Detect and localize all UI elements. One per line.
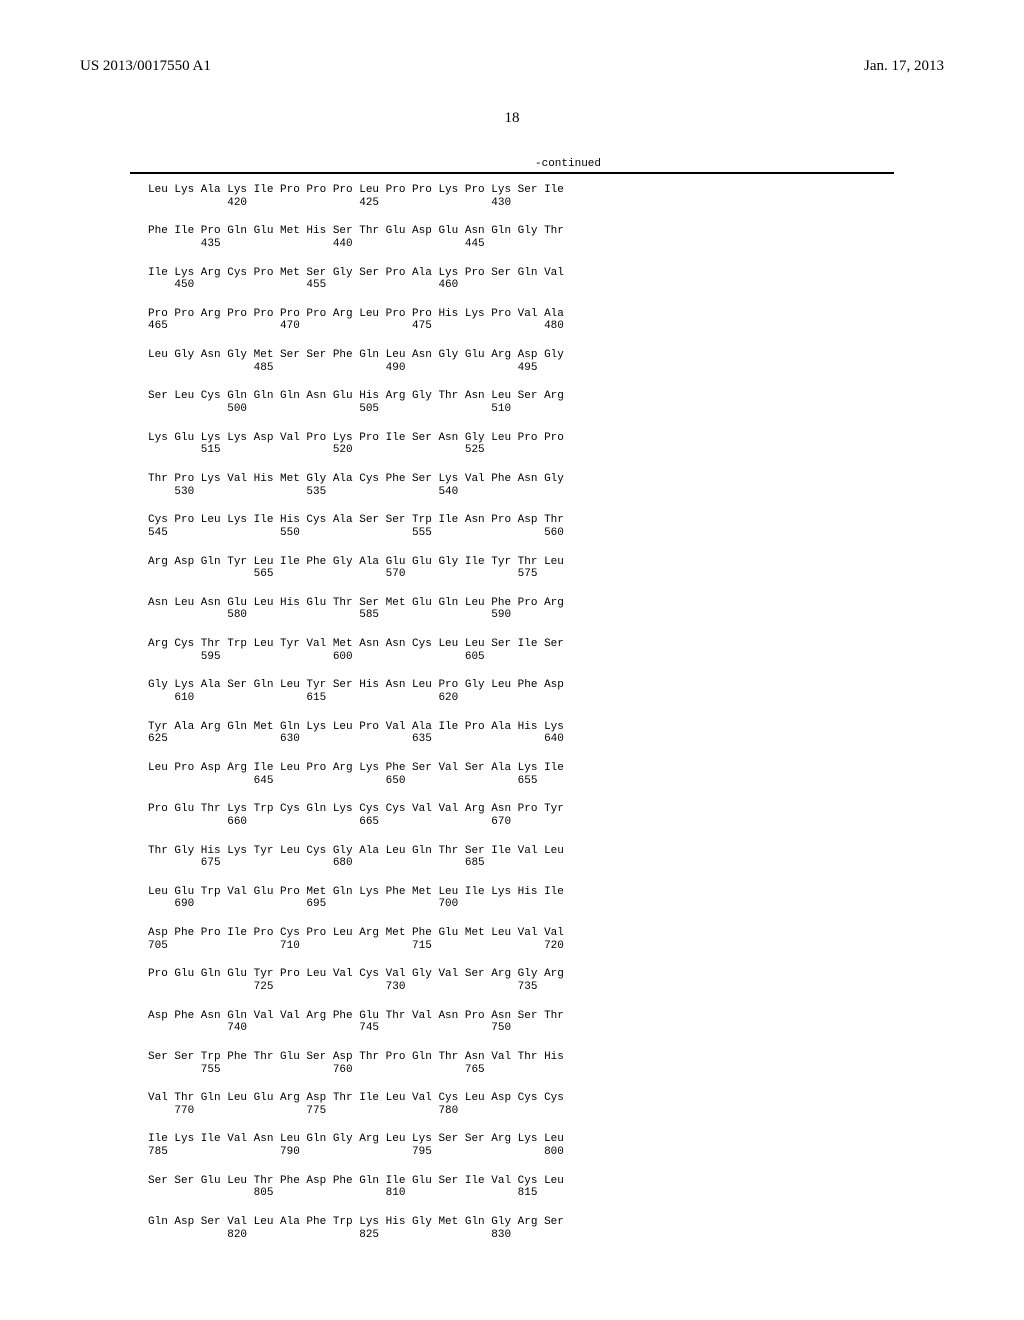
amino-acid-line: Ser Leu Cys Gln Gln Gln Asn Glu His Arg … (148, 390, 564, 403)
position-number-line: 675 680 685 (148, 857, 564, 870)
amino-acid-line: Asp Phe Asn Gln Val Val Arg Phe Glu Thr … (148, 1010, 564, 1023)
amino-acid-line: Asp Phe Pro Ile Pro Cys Pro Leu Arg Met … (148, 927, 564, 940)
amino-acid-line: Ile Lys Ile Val Asn Leu Gln Gly Arg Leu … (148, 1133, 564, 1146)
position-number-line: 725 730 735 (148, 981, 564, 994)
position-number-line: 625 630 635 640 (148, 733, 564, 746)
publication-date: Jan. 17, 2013 (864, 58, 944, 75)
amino-acid-line: Gln Asp Ser Val Leu Ala Phe Trp Lys His … (148, 1216, 564, 1229)
sequence-block: Asp Phe Pro Ile Pro Cys Pro Leu Arg Met … (148, 927, 564, 952)
sequence-block: Ser Ser Trp Phe Thr Glu Ser Asp Thr Pro … (148, 1051, 564, 1076)
sequence-block: Tyr Ala Arg Gln Met Gln Lys Leu Pro Val … (148, 721, 564, 746)
position-number-line: 500 505 510 (148, 403, 564, 416)
amino-acid-line: Pro Glu Thr Lys Trp Cys Gln Lys Cys Cys … (148, 803, 564, 816)
page-header: US 2013/0017550 A1 Jan. 17, 2013 (0, 58, 1024, 75)
position-number-line: 450 455 460 (148, 279, 564, 292)
amino-acid-line: Leu Pro Asp Arg Ile Leu Pro Arg Lys Phe … (148, 762, 564, 775)
sequence-block: Ile Lys Arg Cys Pro Met Ser Gly Ser Pro … (148, 267, 564, 292)
position-number-line: 565 570 575 (148, 568, 564, 581)
horizontal-rule (130, 172, 894, 174)
amino-acid-line: Ile Lys Arg Cys Pro Met Ser Gly Ser Pro … (148, 267, 564, 280)
amino-acid-line: Cys Pro Leu Lys Ile His Cys Ala Ser Ser … (148, 514, 564, 527)
position-number-line: 465 470 475 480 (148, 320, 564, 333)
sequence-block: Leu Glu Trp Val Glu Pro Met Gln Lys Phe … (148, 886, 564, 911)
amino-acid-line: Val Thr Gln Leu Glu Arg Asp Thr Ile Leu … (148, 1092, 564, 1105)
position-number-line: 820 825 830 (148, 1229, 564, 1242)
continued-label: -continued (535, 158, 601, 170)
amino-acid-line: Ser Ser Glu Leu Thr Phe Asp Phe Gln Ile … (148, 1175, 564, 1188)
position-number-line: 660 665 670 (148, 816, 564, 829)
amino-acid-line: Ser Ser Trp Phe Thr Glu Ser Asp Thr Pro … (148, 1051, 564, 1064)
amino-acid-line: Pro Glu Gln Glu Tyr Pro Leu Val Cys Val … (148, 968, 564, 981)
position-number-line: 705 710 715 720 (148, 940, 564, 953)
position-number-line: 740 745 750 (148, 1022, 564, 1035)
sequence-block: Phe Ile Pro Gln Glu Met His Ser Thr Glu … (148, 225, 564, 250)
position-number-line: 580 585 590 (148, 609, 564, 622)
position-number-line: 690 695 700 (148, 898, 564, 911)
position-number-line: 770 775 780 (148, 1105, 564, 1118)
amino-acid-line: Tyr Ala Arg Gln Met Gln Lys Leu Pro Val … (148, 721, 564, 734)
position-number-line: 645 650 655 (148, 775, 564, 788)
position-number-line: 515 520 525 (148, 444, 564, 457)
position-number-line: 545 550 555 560 (148, 527, 564, 540)
amino-acid-line: Asn Leu Asn Glu Leu His Glu Thr Ser Met … (148, 597, 564, 610)
sequence-block: Ser Ser Glu Leu Thr Phe Asp Phe Gln Ile … (148, 1175, 564, 1200)
amino-acid-line: Gly Lys Ala Ser Gln Leu Tyr Ser His Asn … (148, 679, 564, 692)
amino-acid-line: Leu Glu Trp Val Glu Pro Met Gln Lys Phe … (148, 886, 564, 899)
position-number-line: 785 790 795 800 (148, 1146, 564, 1159)
sequence-block: Cys Pro Leu Lys Ile His Cys Ala Ser Ser … (148, 514, 564, 539)
position-number-line: 420 425 430 (148, 197, 564, 210)
sequence-block: Pro Glu Thr Lys Trp Cys Gln Lys Cys Cys … (148, 803, 564, 828)
sequence-listing: Leu Lys Ala Lys Ile Pro Pro Pro Leu Pro … (148, 184, 564, 1257)
sequence-block: Pro Pro Arg Pro Pro Pro Pro Arg Leu Pro … (148, 308, 564, 333)
sequence-block: Leu Pro Asp Arg Ile Leu Pro Arg Lys Phe … (148, 762, 564, 787)
position-number-line: 530 535 540 (148, 486, 564, 499)
amino-acid-line: Leu Gly Asn Gly Met Ser Ser Phe Gln Leu … (148, 349, 564, 362)
sequence-block: Ser Leu Cys Gln Gln Gln Asn Glu His Arg … (148, 390, 564, 415)
sequence-block: Pro Glu Gln Glu Tyr Pro Leu Val Cys Val … (148, 968, 564, 993)
sequence-block: Gly Lys Ala Ser Gln Leu Tyr Ser His Asn … (148, 679, 564, 704)
sequence-block: Thr Gly His Lys Tyr Leu Cys Gly Ala Leu … (148, 845, 564, 870)
sequence-block: Thr Pro Lys Val His Met Gly Ala Cys Phe … (148, 473, 564, 498)
sequence-block: Lys Glu Lys Lys Asp Val Pro Lys Pro Ile … (148, 432, 564, 457)
sequence-block: Leu Gly Asn Gly Met Ser Ser Phe Gln Leu … (148, 349, 564, 374)
sequence-block: Gln Asp Ser Val Leu Ala Phe Trp Lys His … (148, 1216, 564, 1241)
publication-number: US 2013/0017550 A1 (80, 58, 211, 75)
position-number-line: 435 440 445 (148, 238, 564, 251)
amino-acid-line: Leu Lys Ala Lys Ile Pro Pro Pro Leu Pro … (148, 184, 564, 197)
position-number-line: 595 600 605 (148, 651, 564, 664)
amino-acid-line: Phe Ile Pro Gln Glu Met His Ser Thr Glu … (148, 225, 564, 238)
position-number-line: 755 760 765 (148, 1064, 564, 1077)
sequence-block: Arg Asp Gln Tyr Leu Ile Phe Gly Ala Glu … (148, 556, 564, 581)
sequence-block: Asp Phe Asn Gln Val Val Arg Phe Glu Thr … (148, 1010, 564, 1035)
position-number-line: 485 490 495 (148, 362, 564, 375)
sequence-block: Val Thr Gln Leu Glu Arg Asp Thr Ile Leu … (148, 1092, 564, 1117)
amino-acid-line: Thr Gly His Lys Tyr Leu Cys Gly Ala Leu … (148, 845, 564, 858)
amino-acid-line: Arg Asp Gln Tyr Leu Ile Phe Gly Ala Glu … (148, 556, 564, 569)
sequence-block: Leu Lys Ala Lys Ile Pro Pro Pro Leu Pro … (148, 184, 564, 209)
position-number-line: 805 810 815 (148, 1187, 564, 1200)
amino-acid-line: Thr Pro Lys Val His Met Gly Ala Cys Phe … (148, 473, 564, 486)
amino-acid-line: Pro Pro Arg Pro Pro Pro Pro Arg Leu Pro … (148, 308, 564, 321)
sequence-block: Arg Cys Thr Trp Leu Tyr Val Met Asn Asn … (148, 638, 564, 663)
amino-acid-line: Lys Glu Lys Lys Asp Val Pro Lys Pro Ile … (148, 432, 564, 445)
amino-acid-line: Arg Cys Thr Trp Leu Tyr Val Met Asn Asn … (148, 638, 564, 651)
sequence-block: Asn Leu Asn Glu Leu His Glu Thr Ser Met … (148, 597, 564, 622)
sequence-block: Ile Lys Ile Val Asn Leu Gln Gly Arg Leu … (148, 1133, 564, 1158)
page-number: 18 (505, 110, 520, 127)
position-number-line: 610 615 620 (148, 692, 564, 705)
